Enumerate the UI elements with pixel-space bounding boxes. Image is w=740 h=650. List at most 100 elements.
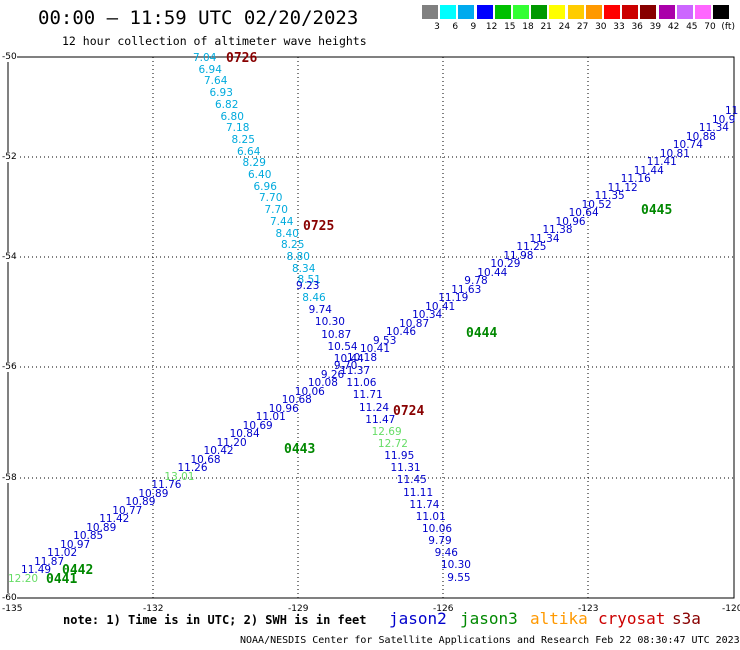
swh-value: 8.25 bbox=[231, 133, 255, 146]
swh-value: 12.72 bbox=[377, 437, 408, 450]
swh-value: 6.96 bbox=[253, 180, 277, 193]
swh-value: 10.89 bbox=[86, 521, 117, 534]
swh-value: 7.70 bbox=[259, 192, 283, 205]
track-time-label: 0444 bbox=[466, 326, 498, 341]
swh-value: 11.74 bbox=[409, 498, 440, 511]
legend-value: 33 bbox=[613, 22, 625, 32]
legend-value: 21 bbox=[540, 22, 552, 32]
swh-value: 9.78 bbox=[464, 275, 488, 288]
swh-value: 10.84 bbox=[229, 428, 260, 441]
legend-swatch bbox=[549, 5, 566, 19]
swh-value: 6.40 bbox=[248, 169, 272, 181]
swh-value: 11.31 bbox=[390, 462, 421, 475]
swh-value: 11.95 bbox=[384, 450, 415, 463]
swh-value: 10.30 bbox=[440, 559, 471, 572]
swh-value: 10.64 bbox=[568, 207, 599, 220]
swh-value: 11.16 bbox=[620, 173, 651, 186]
swh-value: 11.47 bbox=[365, 413, 396, 426]
swh-value: 6.94 bbox=[198, 63, 222, 76]
swh-value: 9.46 bbox=[434, 547, 458, 560]
legend-value: (ft) bbox=[721, 22, 735, 32]
legend-swatch bbox=[440, 5, 457, 19]
footer-credit: NOAA/NESDIS Center for Satellite Applica… bbox=[240, 635, 740, 646]
swh-value: 11.26 bbox=[177, 462, 208, 475]
legend-value: 42 bbox=[667, 22, 680, 32]
swh-value: 11.42 bbox=[99, 513, 130, 526]
swh-value: 11.01 bbox=[255, 411, 286, 424]
swh-value: 11.12 bbox=[607, 181, 638, 194]
swh-value: 8.29 bbox=[242, 157, 266, 170]
legend-value: 3 bbox=[434, 22, 440, 32]
legend-swatch bbox=[713, 5, 730, 19]
swh-value: 8.34 bbox=[292, 262, 316, 275]
swh-value: 7.04 bbox=[193, 52, 217, 64]
longitude-label: -132 bbox=[143, 604, 164, 614]
latitude-label: -60 bbox=[2, 593, 17, 603]
legend-swatch bbox=[604, 5, 620, 19]
units-note: note: 1) Time is in UTC; 2) SWH is in fe… bbox=[63, 613, 367, 627]
swh-value: 6.93 bbox=[209, 87, 233, 100]
satellite-name-cryosat: cryosat bbox=[598, 609, 666, 628]
swh-value: 11.76 bbox=[151, 479, 182, 492]
swh-value: 6.80 bbox=[220, 110, 244, 123]
swh-value: 10.85 bbox=[73, 530, 104, 543]
swh-value: 10.18 bbox=[346, 351, 377, 364]
swh-value: 13.01 bbox=[164, 470, 195, 483]
legend-swatch bbox=[476, 5, 493, 19]
swh-value: 9.53 bbox=[373, 334, 397, 347]
swh-value: 12.20 bbox=[8, 573, 39, 585]
swh-value: 10.88 bbox=[685, 130, 716, 143]
legend-swatch bbox=[458, 5, 475, 19]
legend-swatch bbox=[676, 5, 693, 19]
swh-value: 11.35 bbox=[594, 190, 625, 203]
legend-swatch bbox=[622, 5, 639, 19]
swh-value: 9.26 bbox=[320, 368, 345, 381]
swh-value: 8.46 bbox=[302, 292, 326, 305]
swh-value: 10.96 bbox=[555, 215, 586, 228]
swh-value: 12.69 bbox=[371, 425, 402, 438]
legend-swatch bbox=[494, 5, 511, 19]
swh-value: 10.52 bbox=[581, 198, 612, 211]
swh-value: 10.68 bbox=[281, 394, 312, 407]
legend-value: 6 bbox=[452, 22, 459, 32]
swh-value: 10.81 bbox=[659, 147, 690, 160]
track-time-label: 0726 bbox=[226, 51, 258, 66]
legend-value: 27 bbox=[576, 22, 589, 32]
swh-value: 10.74 bbox=[672, 139, 703, 152]
swh-value: 7.44 bbox=[270, 215, 294, 228]
legend-value: 45 bbox=[686, 22, 698, 32]
latitude-label: -56 bbox=[2, 362, 17, 372]
swh-value: 10.97 bbox=[60, 538, 91, 551]
swh-value: 6.82 bbox=[215, 98, 239, 111]
track-time-label: 0725 bbox=[303, 219, 335, 234]
swh-value: 10.96 bbox=[268, 402, 299, 415]
legend-value: 15 bbox=[504, 22, 516, 32]
track-time-label: 0442 bbox=[62, 563, 94, 578]
swh-value: 6.64 bbox=[237, 145, 261, 158]
legend-value: 12 bbox=[485, 22, 498, 32]
swh-value: 10.30 bbox=[314, 316, 345, 329]
swh-value: 11.20 bbox=[216, 436, 247, 449]
latitude-label: -52 bbox=[2, 152, 17, 162]
swh-value: 10.89 bbox=[125, 496, 156, 509]
swh-value: 11.34 bbox=[698, 122, 729, 135]
legend-swatch bbox=[513, 5, 529, 19]
swh-value: 9.23 bbox=[296, 280, 320, 292]
swh-value: 10.29 bbox=[490, 258, 521, 271]
swh-value: 11.71 bbox=[352, 389, 383, 402]
swh-value: 10.06 bbox=[294, 385, 325, 398]
legend-swatch bbox=[567, 5, 584, 19]
swh-value: 9.74 bbox=[308, 304, 332, 317]
swh-value: 10.06 bbox=[422, 523, 453, 535]
swh-value: 10.44 bbox=[333, 352, 364, 365]
legend-value: 9 bbox=[470, 22, 477, 32]
legend-swatch bbox=[695, 5, 711, 19]
track-time-label: 0443 bbox=[284, 442, 316, 457]
swh-value: 11.63 bbox=[451, 283, 482, 296]
satellite-name-s3a: s3a bbox=[672, 609, 701, 628]
swh-value: 10.77 bbox=[112, 504, 143, 517]
page-title: 00:00 — 11:59 UTC 02/20/2023 bbox=[38, 7, 359, 29]
swh-value: 10.9 bbox=[711, 113, 736, 126]
latitude-label: -54 bbox=[2, 252, 17, 262]
